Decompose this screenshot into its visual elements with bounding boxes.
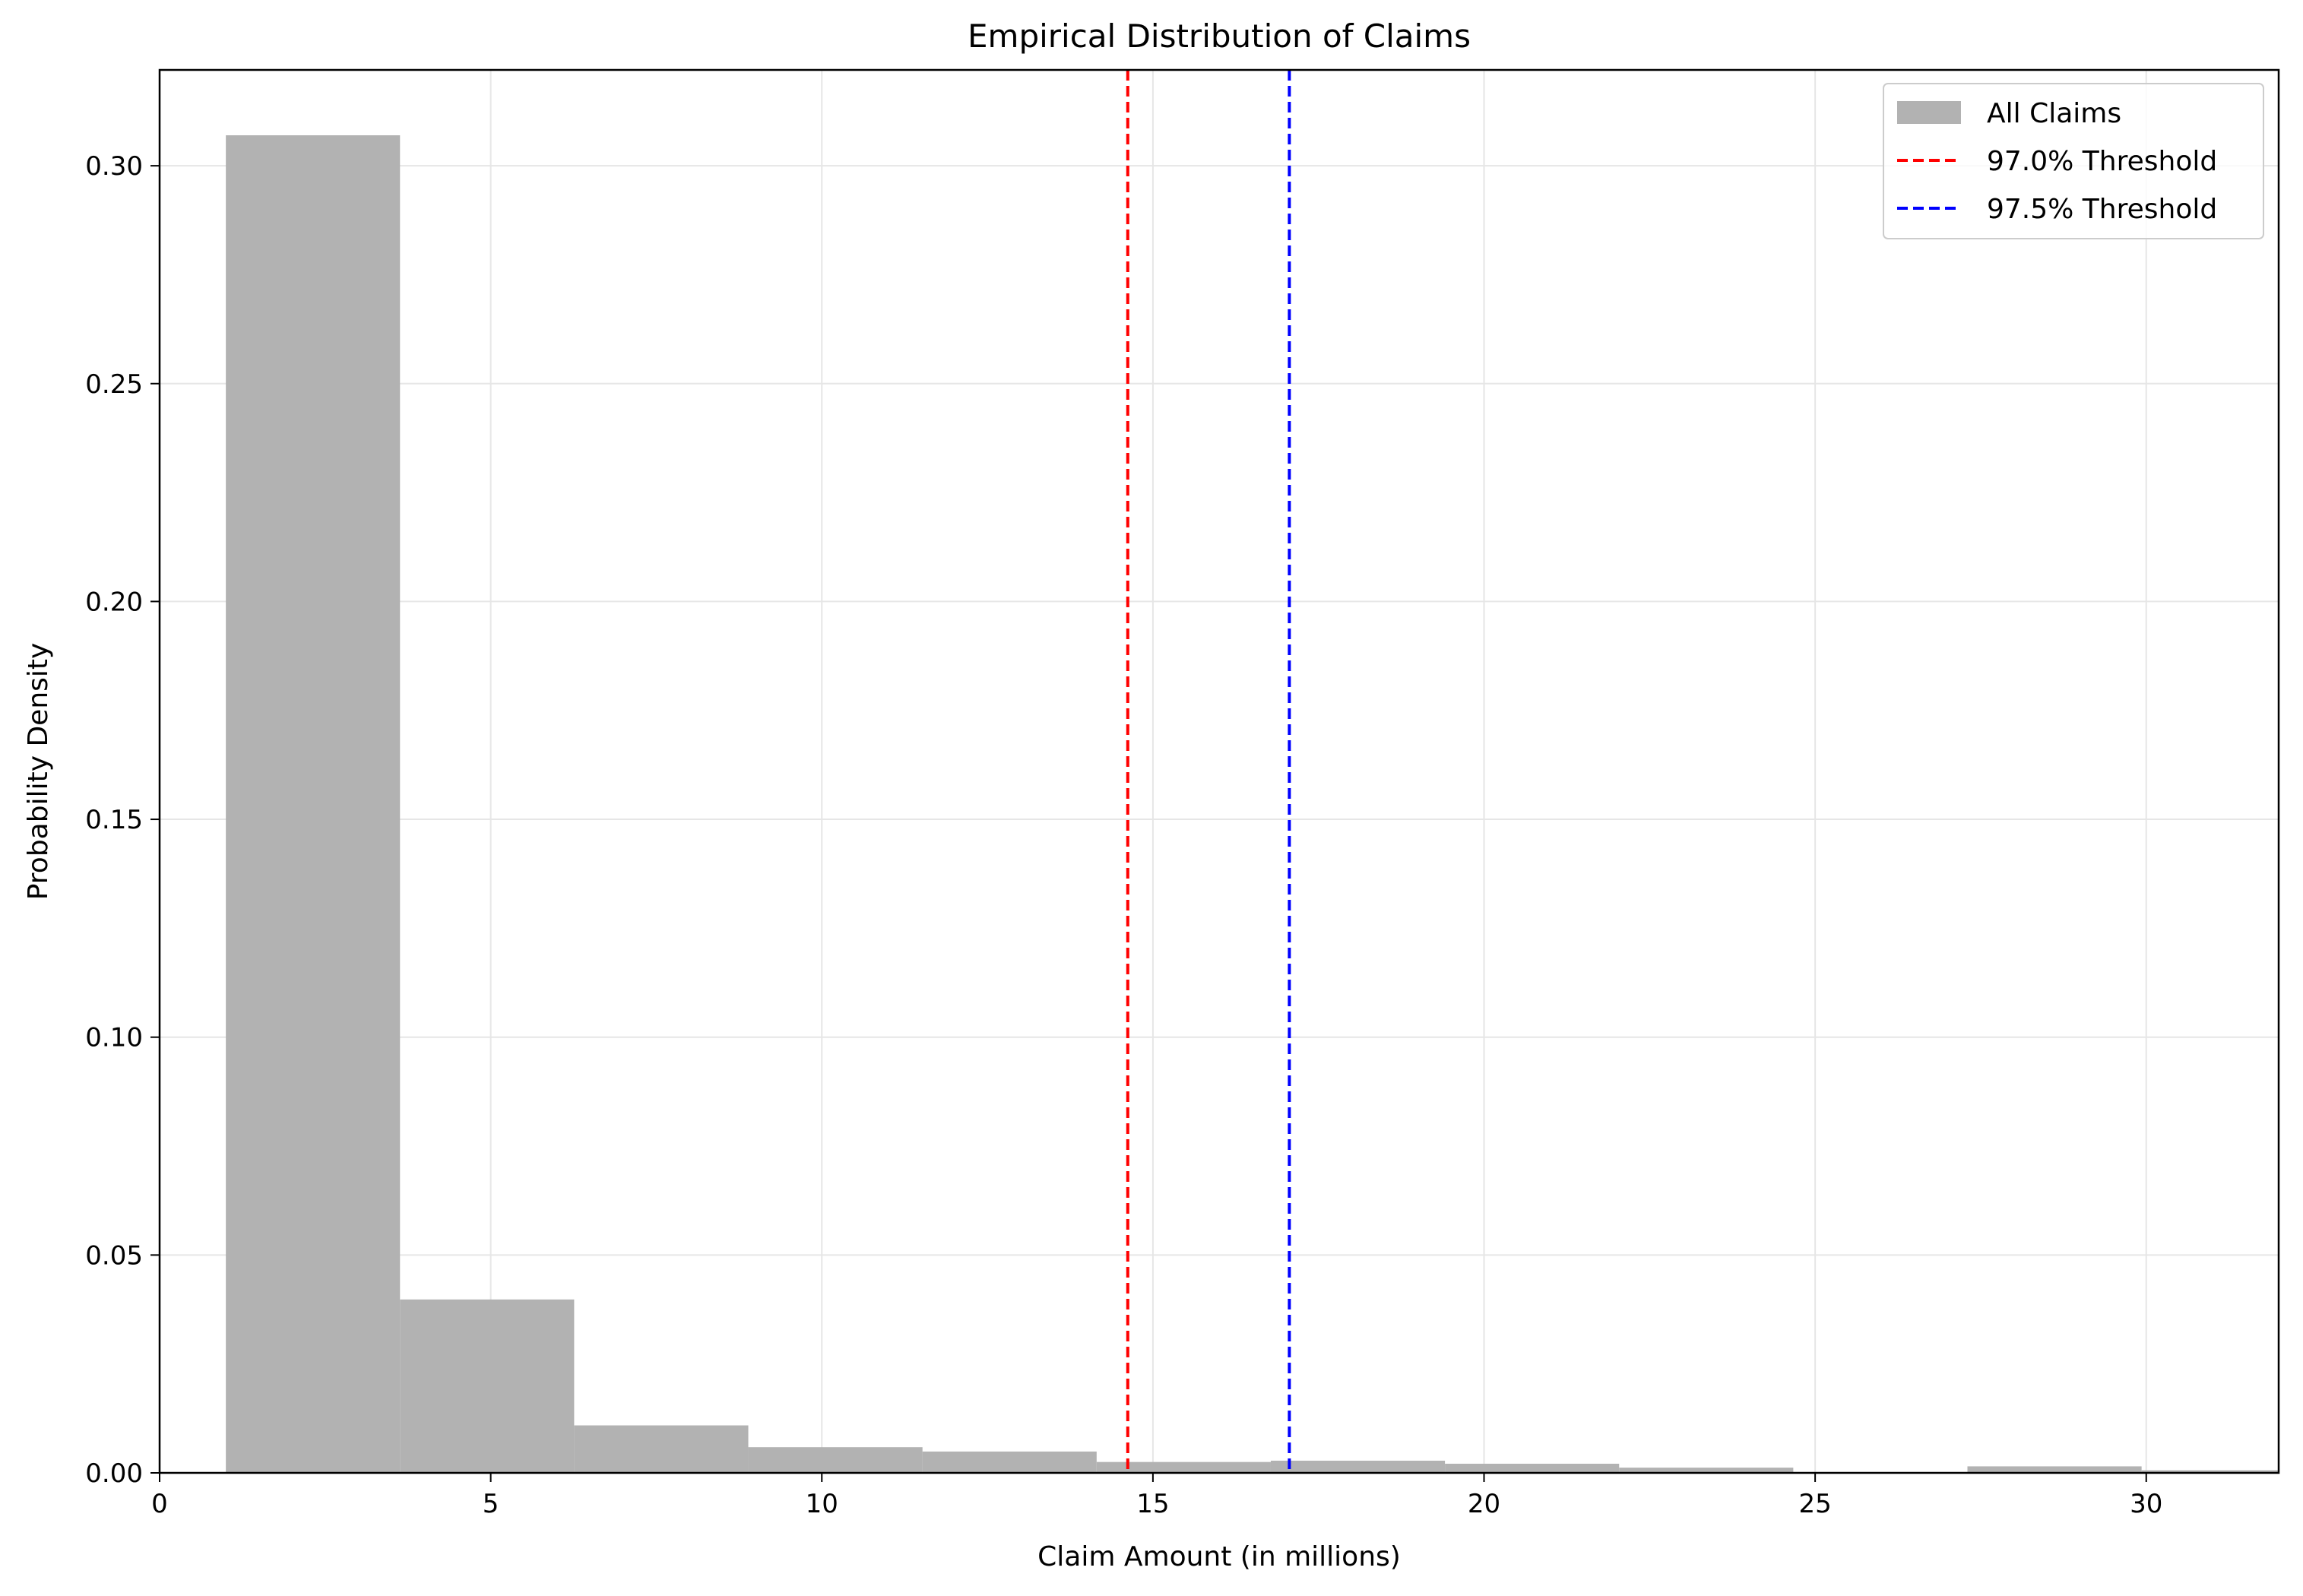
y-tick-label: 0.15 (85, 805, 143, 835)
histogram-bar (1270, 1460, 1446, 1473)
histogram-bar (1445, 1463, 1620, 1473)
histogram-bar (922, 1451, 1097, 1473)
threshold-lines (1126, 70, 1291, 1473)
y-axis-ticks: 0.00 0.05 0.10 0.15 0.20 0.25 0.30 (85, 151, 160, 1489)
x-tick-label: 5 (483, 1489, 499, 1519)
histogram-bar (2141, 1470, 2279, 1473)
legend-swatch-all-claims (1897, 101, 1961, 124)
y-tick-label: 0.10 (85, 1023, 143, 1053)
plot-frame (158, 68, 2280, 1474)
x-tick-label: 10 (806, 1489, 838, 1519)
histogram-bar (574, 1425, 749, 1473)
histogram-bar (226, 135, 401, 1473)
legend-box (1883, 83, 2264, 239)
legend-label-97-0-threshold: 97.0% Threshold (1987, 146, 2217, 177)
legend-label-all-claims: All Claims (1987, 98, 2121, 129)
y-tick-label: 0.20 (85, 587, 143, 617)
y-tick-label: 0.30 (85, 151, 143, 182)
x-tick-label: 20 (1468, 1489, 1500, 1519)
histogram-bar (748, 1447, 923, 1473)
x-tick-label: 0 (151, 1489, 168, 1519)
x-tick-label: 25 (1798, 1489, 1831, 1519)
histogram-bar (1096, 1461, 1271, 1473)
legend-label-97-5-threshold: 97.5% Threshold (1987, 194, 2217, 225)
x-tick-label: 15 (1136, 1489, 1169, 1519)
y-tick-label: 0.00 (85, 1458, 143, 1489)
histogram-bars (226, 135, 2279, 1473)
y-axis-label: Probability Density (23, 643, 54, 901)
legend: All Claims 97.0% Threshold 97.5% Thresho… (1883, 83, 2264, 239)
histogram-bar (1967, 1466, 2142, 1473)
y-tick-label: 0.05 (85, 1240, 143, 1271)
histogram-bar (1619, 1468, 1794, 1473)
histogram-bar (400, 1299, 575, 1473)
x-tick-label: 30 (2130, 1489, 2162, 1519)
x-axis-label: Claim Amount (in millions) (1037, 1541, 1401, 1572)
x-axis-ticks: 0 5 10 15 20 25 30 (151, 1473, 2162, 1519)
y-tick-label: 0.25 (85, 369, 143, 400)
chart-title: Empirical Distribution of Claims (968, 17, 1471, 55)
